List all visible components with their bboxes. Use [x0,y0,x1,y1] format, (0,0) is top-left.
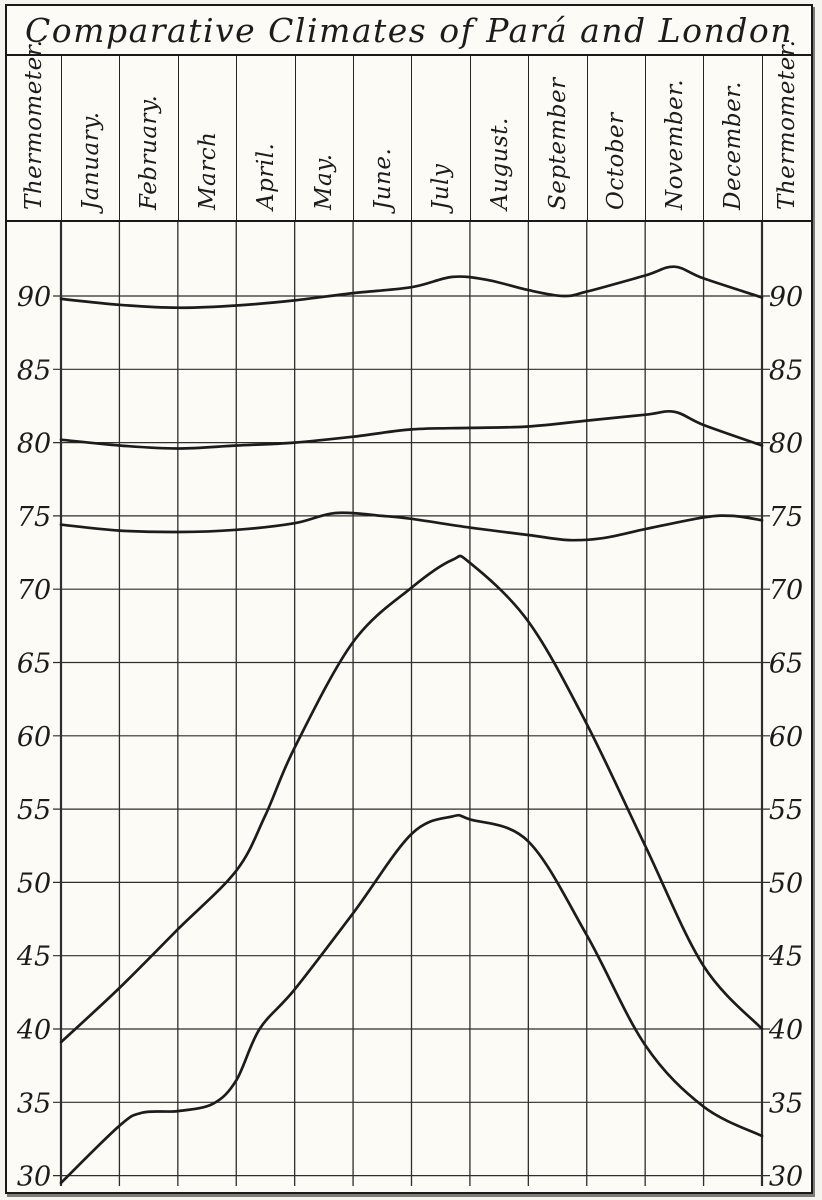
y-tick-right-40: 40 [768,1015,803,1046]
y-tick-left-35: 35 [17,1088,51,1119]
chart-sheet: Comparative Climates of Pará and London … [5,4,813,1194]
title-box: Comparative Climates of Pará and London [7,6,811,56]
curve-london-upper [59,554,764,1044]
y-tick-left-90: 90 [17,282,51,313]
vertical-label-month-april: April. [252,142,279,210]
header-cell-month-october: October [586,56,645,220]
curve-para-upper [59,265,764,310]
vertical-label-thermometer-right: Thermometer. [773,39,800,210]
y-tick-left-30: 30 [17,1162,51,1186]
y-tick-right-60: 60 [769,722,803,753]
vertical-label-month-january: January. [77,111,104,210]
vertical-label-month-september: September [544,77,571,210]
chart-title: Comparative Climates of Pará and London [25,10,793,50]
vertical-label-month-december: December. [720,81,747,210]
plot-svg: 90 90 85 85 80 80 75 75 70 70 65 65 60 60 55 55 50 50 45 45… [16,222,803,1186]
vertical-label-month-november: November. [661,79,688,210]
curve-para-lower [59,511,764,542]
vertical-label-month-march: March [194,131,221,210]
y-tick-left-85: 85 [17,355,51,386]
y-tick-right-70: 70 [769,575,803,606]
header-cell-month-july: July [411,56,469,220]
header-cell-month-march: March [177,56,236,220]
header-cell-month-december: December. [703,56,761,220]
y-tick-right-75: 75 [769,502,803,533]
header-cell-month-august: August. [469,56,528,220]
y-tick-right-65: 65 [769,649,803,680]
header-cell-month-april: April. [236,56,294,220]
y-tick-right-35: 35 [769,1088,803,1119]
vertical-label-month-october: October [603,112,630,210]
header-cell-month-november: November. [645,56,703,220]
y-tick-right-85: 85 [769,355,803,386]
y-tick-right-50: 50 [769,868,803,899]
y-tick-left-55: 55 [17,795,51,826]
curve-para-middle [59,409,764,450]
header-cell-thermometer-left: Thermometer. [7,40,61,220]
header-cell-thermometer-right: Thermometer. [761,40,811,220]
header-cell-month-may: May. [294,56,353,220]
y-tick-right-90: 90 [769,282,803,313]
curve-london-lower [59,813,764,1185]
vertical-label-month-july: July [428,163,455,210]
vertical-label-month-august: August. [486,117,513,210]
y-tick-left-50: 50 [17,868,51,899]
y-tick-left-75: 75 [17,502,51,533]
header-cell-month-september: September [528,56,586,220]
month-header-row: Thermometer. January. February. March April.… [7,40,811,222]
y-tick-left-70: 70 [17,575,51,606]
vertical-label-month-february: February. [136,94,163,210]
header-cell-month-june: June. [353,56,411,220]
y-tick-right-45: 45 [768,942,803,973]
y-tick-left-60: 60 [17,722,51,753]
y-tick-right-80: 80 [769,429,803,460]
y-tick-left-65: 65 [17,649,51,680]
vertical-label-month-june: June. [369,147,396,210]
y-tick-left-45: 45 [16,942,51,973]
vertical-label-month-may: May. [311,153,338,210]
y-tick-left-40: 40 [16,1015,51,1046]
header-cell-month-february: February. [119,56,177,220]
y-tick-left-80: 80 [17,429,51,460]
y-tick-right-30: 30 [769,1162,803,1186]
vertical-label-thermometer-left: Thermometer. [21,39,47,210]
y-tick-right-55: 55 [769,795,803,826]
header-cell-month-january: January. [61,56,119,220]
plot-area: 90 90 85 85 80 80 75 75 70 70 65 65 60 60 55 55 50 50 45 45… [7,222,811,1186]
